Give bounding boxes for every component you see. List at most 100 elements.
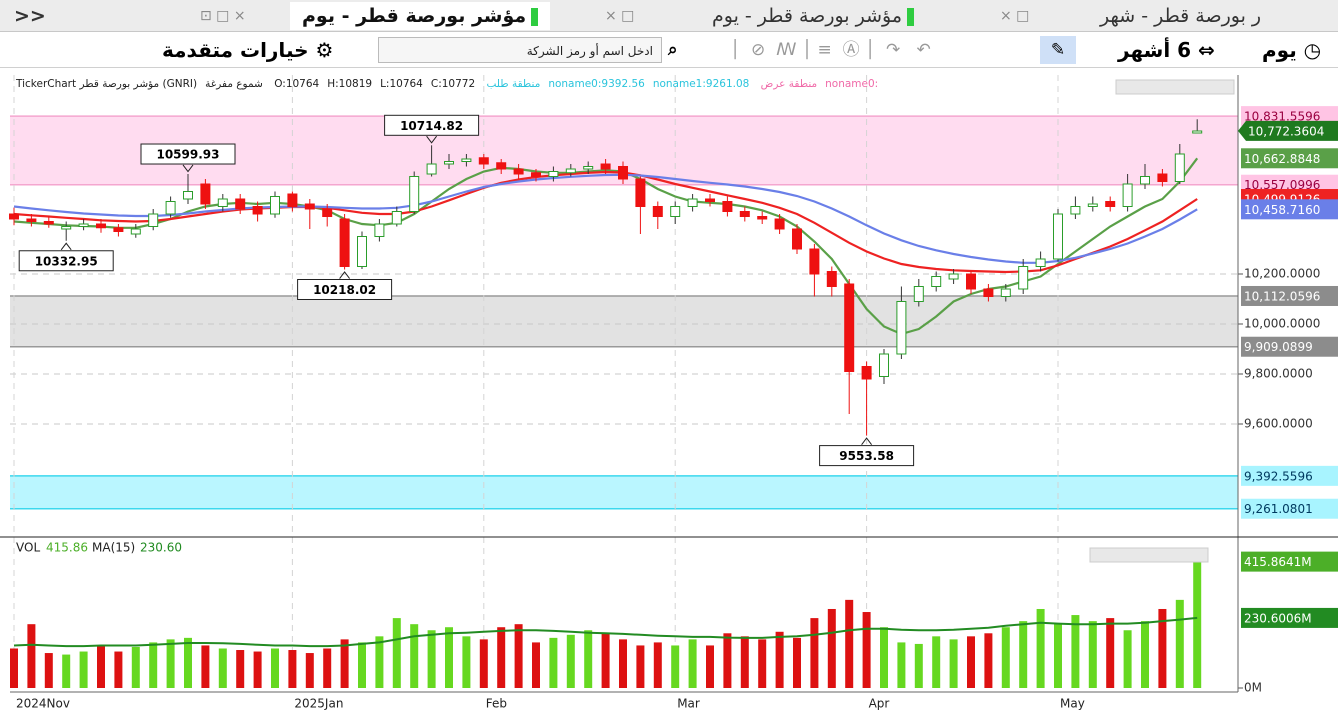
tab[interactable]: ر بورصة قطر - شهر	[1100, 2, 1261, 30]
volume-bar	[984, 633, 993, 688]
annotation: 10714.82	[400, 119, 463, 133]
volume-bar	[549, 637, 558, 688]
candle-body	[1140, 176, 1150, 185]
candle-body	[61, 226, 72, 230]
volume-bar	[810, 618, 819, 688]
volume-bar	[775, 631, 784, 688]
y-tick-label: 0M	[1244, 681, 1262, 695]
volume-bar	[97, 645, 105, 688]
tab[interactable]: مؤشر بورصة قطر - يوم	[712, 2, 915, 30]
candle-body	[565, 168, 576, 174]
volume-bar	[758, 639, 767, 688]
volume-bar	[584, 630, 593, 688]
volume-bar	[271, 648, 279, 688]
volume-bar	[288, 650, 297, 688]
zone-label: 10,112.0596	[1244, 289, 1320, 303]
draw-tool[interactable]: ✎	[1040, 36, 1076, 64]
zone-label-box	[1241, 465, 1338, 486]
volume-bar	[166, 639, 175, 688]
annotation-box	[140, 143, 236, 165]
candle-body	[1157, 173, 1168, 182]
annotation-caret	[426, 135, 437, 144]
volume-label-box	[1241, 551, 1338, 572]
annotation-box	[297, 278, 393, 300]
annotation-box	[384, 114, 480, 136]
tab-icons[interactable]: × □ ⊡	[200, 8, 246, 24]
annotation-caret	[861, 437, 872, 445]
last-price: 10,772.3604	[1248, 124, 1324, 138]
volume-bar	[1019, 621, 1028, 688]
volume-bar	[601, 633, 610, 688]
tab[interactable]: مؤشر بورصة قطر - يوم	[290, 2, 551, 30]
volume-bar	[688, 639, 697, 688]
volume-bar	[1123, 630, 1132, 688]
candle-body	[1122, 183, 1133, 207]
volume-bar	[1054, 624, 1062, 688]
volume-bar	[392, 618, 401, 688]
advanced-options[interactable]: ⚙ خيارات متقدمة	[162, 38, 334, 62]
ohlc: H:10819	[327, 78, 373, 90]
candle-body	[1192, 130, 1203, 134]
volume-label-box	[1241, 607, 1338, 628]
annotation: 10599.93	[156, 148, 219, 162]
candle-body	[78, 223, 89, 227]
candle-body	[931, 276, 942, 287]
volume-bar	[897, 642, 906, 688]
annotation: 10218.02	[313, 283, 376, 297]
candle-body	[774, 218, 785, 230]
volume-bar	[27, 624, 36, 688]
panel-controls[interactable]	[1115, 79, 1235, 95]
candle-body	[304, 203, 315, 210]
x-tick-label: Mar	[677, 697, 700, 711]
collapse-tabs[interactable]: <<	[14, 5, 46, 27]
candle-body	[913, 286, 924, 302]
zone-label: 9,909.0899	[1244, 340, 1313, 354]
moving-average	[13, 170, 1198, 274]
range-selector[interactable]: ⇔ 6 أشهر	[1118, 38, 1215, 62]
search-placeholder: ادخل اسم أو رمز الشركة	[526, 44, 653, 58]
candle-body	[792, 228, 802, 250]
candle-body	[844, 283, 855, 372]
volume-bar	[1001, 627, 1010, 688]
candle-body	[43, 221, 54, 225]
x-tick-label: May	[1060, 697, 1085, 711]
annotation-box	[819, 445, 915, 467]
zone	[10, 475, 1238, 509]
tab-icons[interactable]: □ ×	[605, 8, 635, 24]
volume-bar	[497, 627, 506, 688]
volume-bar	[1036, 608, 1045, 688]
x-tick-label: 2025Jan	[294, 697, 343, 711]
volume-bar	[462, 636, 471, 688]
tab-label: مؤشر بورصة قطر - يوم	[712, 5, 903, 27]
volume-ma-value: 230.60	[140, 541, 182, 555]
candle-body	[635, 178, 646, 207]
volume-bar	[1193, 561, 1202, 688]
candle-body	[583, 166, 594, 170]
candle-body	[148, 213, 159, 227]
candle-body	[235, 198, 246, 210]
period-selector[interactable]: ◷ يوم	[1262, 38, 1322, 62]
volume-bar	[723, 633, 732, 688]
candle-body	[409, 176, 420, 212]
candle-body	[252, 206, 263, 215]
search-box[interactable]: ادخل اسم أو رمز الشركة	[378, 37, 662, 63]
candle-body	[896, 301, 907, 355]
panel-controls[interactable]	[1089, 547, 1209, 563]
search-button[interactable]: ⌕	[668, 40, 678, 60]
volume-bar	[445, 627, 453, 688]
annotation: 10332.95	[35, 254, 98, 268]
volume-bar	[201, 645, 210, 688]
toolbar-icons[interactable]: ↶ ↷ │ ꟿ │ ≡ Ⓐ ⊘ │	[730, 40, 931, 60]
volume-bar	[514, 624, 523, 688]
candle-body	[513, 168, 524, 175]
volume-bar	[827, 608, 836, 688]
ohlc: O:10764	[274, 78, 320, 90]
volume-bar	[1158, 608, 1167, 688]
volume-bar	[1175, 599, 1184, 688]
candle-body	[618, 166, 628, 180]
candle-body	[270, 196, 280, 215]
y-tick-label: 9,800.0000	[1244, 367, 1313, 381]
tab-icons[interactable]: □ ×	[1000, 8, 1030, 24]
volume-label: 230.6006M	[1244, 611, 1312, 625]
